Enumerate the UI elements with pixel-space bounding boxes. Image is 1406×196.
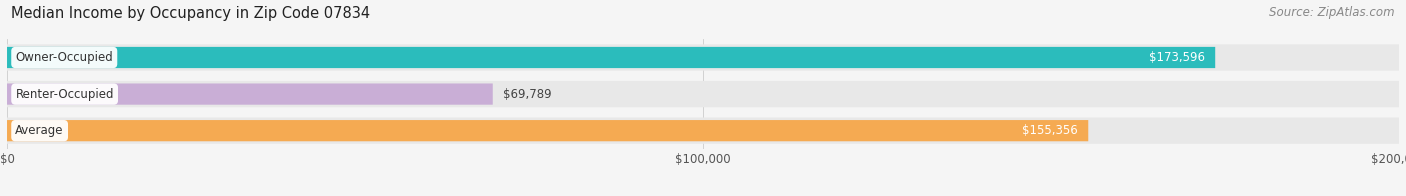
Text: Owner-Occupied: Owner-Occupied	[15, 51, 112, 64]
FancyBboxPatch shape	[7, 83, 492, 105]
FancyBboxPatch shape	[7, 120, 1088, 141]
FancyBboxPatch shape	[7, 81, 1399, 107]
Text: Median Income by Occupancy in Zip Code 07834: Median Income by Occupancy in Zip Code 0…	[11, 6, 370, 21]
Text: $173,596: $173,596	[1149, 51, 1205, 64]
Text: Average: Average	[15, 124, 63, 137]
Text: $155,356: $155,356	[1022, 124, 1078, 137]
Text: Renter-Occupied: Renter-Occupied	[15, 88, 114, 101]
Text: $69,789: $69,789	[503, 88, 551, 101]
FancyBboxPatch shape	[7, 47, 1215, 68]
FancyBboxPatch shape	[7, 117, 1399, 144]
FancyBboxPatch shape	[7, 44, 1399, 71]
Text: Source: ZipAtlas.com: Source: ZipAtlas.com	[1270, 6, 1395, 19]
